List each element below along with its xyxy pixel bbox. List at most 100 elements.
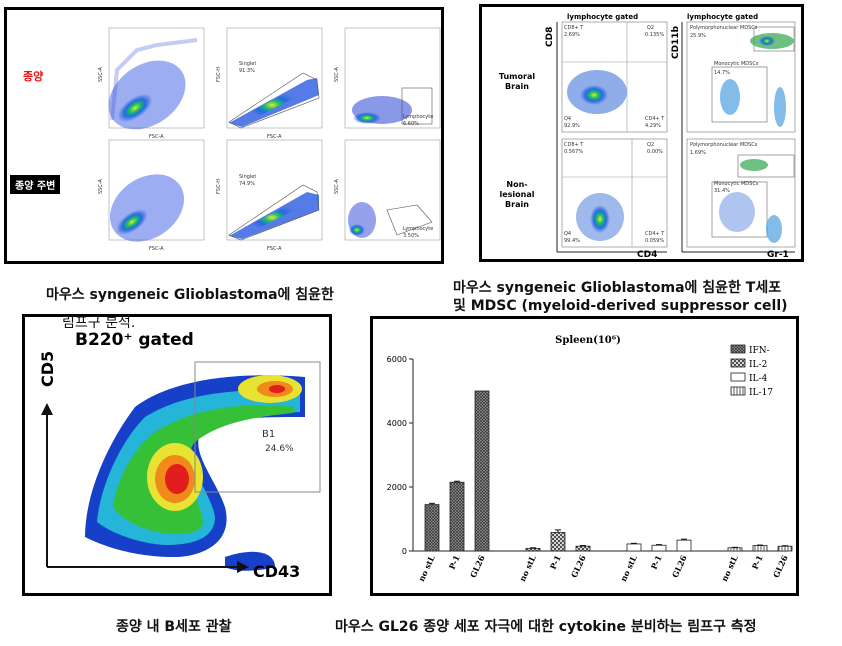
row2-label-a: Non- bbox=[506, 180, 527, 189]
bcell-title: B220⁺ gated bbox=[75, 330, 194, 350]
bar-il-17-2 bbox=[777, 545, 793, 552]
x-tick-label: P-1 bbox=[750, 554, 765, 571]
bar-ifn--2 bbox=[474, 390, 490, 552]
legend-label: IL-4 bbox=[749, 374, 768, 384]
q-br-name-2: CD4+ T bbox=[645, 231, 665, 237]
b1-gate-label: B1 bbox=[262, 429, 275, 440]
y-axis-cd11b: CD11b bbox=[671, 25, 681, 59]
q-bl-val-1: 92.9% bbox=[564, 123, 580, 129]
x-tick-label: no stL bbox=[416, 553, 437, 583]
x-axis-cd4: CD4 bbox=[637, 250, 657, 259]
xaxis-label-2a: FSC-A bbox=[149, 246, 164, 252]
q-bl-val-2: 99.4% bbox=[564, 238, 580, 244]
poly-name-1: Polymorphonuclear MDSCs bbox=[690, 25, 758, 31]
b1-gate-pct: 24.6% bbox=[265, 444, 294, 454]
mono-name-2: Monocytic MDSCs bbox=[714, 181, 759, 187]
x-axis-gr1: Gr-1 bbox=[767, 250, 789, 259]
q-tl-val-1: 2.69% bbox=[564, 32, 580, 38]
title-left: lymphocyte gated bbox=[567, 13, 638, 21]
poly-val-1: 25.9% bbox=[690, 33, 706, 39]
yaxis-label-2c: SSC-A bbox=[334, 178, 340, 194]
lymph-gate-label-1: Lymphocyte bbox=[403, 114, 433, 120]
mono-val-1: 14.7% bbox=[714, 70, 730, 76]
x-tick-label: P-1 bbox=[447, 554, 462, 571]
plot-fsc-ssc-1 bbox=[108, 27, 205, 130]
yaxis-label-2b: FSC-H bbox=[216, 179, 222, 194]
y-tick-label: 2000 bbox=[387, 483, 407, 492]
bar-il-4-1 bbox=[651, 544, 667, 552]
x-tick-label: no stL bbox=[719, 553, 740, 583]
q-tl-val-2: 0.567% bbox=[564, 149, 583, 155]
caption-bcell: 종양 내 B세포 관찰 bbox=[116, 619, 232, 635]
q-tr-name-2: Q2 bbox=[647, 142, 654, 148]
yaxis-label-2a: SSC-A bbox=[98, 178, 104, 194]
row1-label-b: Brain bbox=[505, 82, 529, 91]
q-tr-val-1: 0.135% bbox=[645, 32, 664, 38]
x-tick-label: P-1 bbox=[649, 554, 664, 571]
xaxis-label-1b: FSC-A bbox=[267, 134, 282, 140]
xaxis-label-1a: FSC-A bbox=[149, 134, 164, 140]
bar-ifn--1 bbox=[449, 481, 465, 552]
bar-il-2-1 bbox=[550, 532, 566, 552]
x-tick-label: P-1 bbox=[548, 554, 563, 571]
bar-il-4-0 bbox=[626, 543, 642, 552]
caption-tcell-1: 마우스 syngeneic Glioblastoma에 침윤한 T세포 bbox=[453, 280, 782, 296]
plot-lymph-2: Lymphocyte 3.50% bbox=[344, 139, 441, 241]
bar-ifn--0 bbox=[424, 504, 440, 552]
tcell-mdsc-panel: lymphocyte gated lymphocyte gated Tumora… bbox=[479, 4, 804, 262]
yaxis-label-1c: SSC-A bbox=[334, 66, 340, 82]
poly-val-2: 1.69% bbox=[690, 150, 706, 156]
cd11b-gr1-plot-tumor: Polymorphonuclear MDSCs 25.9% Monocytic … bbox=[686, 21, 796, 133]
bar-il-17-1 bbox=[752, 545, 768, 552]
singlet-gate-pct-1: 91.3% bbox=[239, 68, 255, 74]
legend-label: IFN- bbox=[749, 346, 770, 356]
lymph-gate-label-2: Lymphocyte bbox=[403, 226, 433, 232]
x-tick-label: GL26 bbox=[670, 553, 689, 579]
caption-flow: 마우스 syngeneic Glioblastoma에 침윤한 bbox=[46, 287, 334, 303]
y-axis-cd5: CD5 bbox=[38, 351, 57, 387]
row-label-peritumor: 종양 주변 bbox=[10, 175, 61, 194]
title-right: lymphocyte gated bbox=[687, 13, 758, 21]
singlet-gate-label-2: Singlet bbox=[239, 174, 256, 180]
plot-singlet-2: Singlet 74.9% bbox=[226, 139, 323, 241]
row2-label-b: lesional bbox=[499, 190, 534, 199]
y-tick-label: 4000 bbox=[387, 419, 407, 428]
q-br-val-1: 4.29% bbox=[645, 123, 661, 129]
x-tick-label: GL26 bbox=[569, 553, 588, 579]
cytokine-chart-panel: Spleen(10⁶) 6000 4000 2000 0 no stL P-1 GL26 n… bbox=[370, 316, 799, 596]
plot-fsc-ssc-2 bbox=[108, 139, 205, 242]
q-bl-name-1: Q4 bbox=[564, 116, 571, 122]
lymph-gate-pct-1: 6.60% bbox=[403, 121, 419, 127]
legend-swatch-il-17 bbox=[730, 386, 746, 396]
row1-label-a: Tumoral bbox=[499, 72, 535, 81]
y-tick-label: 6000 bbox=[387, 355, 407, 364]
poly-name-2: Polymorphonuclear MDSCs bbox=[690, 142, 758, 148]
bar-il-17-0 bbox=[727, 547, 743, 552]
legend-swatch-ifn- bbox=[730, 344, 746, 354]
x-tick-label: no stL bbox=[517, 553, 538, 583]
legend-swatch-il-4 bbox=[730, 372, 746, 382]
q-tr-name-1: Q2 bbox=[647, 25, 654, 31]
plot-lymph-1: Lymphocyte 6.60% bbox=[344, 27, 441, 129]
mono-name-1: Monocytic MDSCs bbox=[714, 61, 759, 67]
bcell-panel: B220⁺ gated B1 24.6% CD5 CD43 bbox=[22, 314, 332, 596]
chart-title: Spleen(10⁶) bbox=[555, 335, 621, 346]
legend-swatch-il-2 bbox=[730, 358, 746, 368]
q-br-name-1: CD4+ T bbox=[645, 116, 665, 122]
x-tick-label: no stL bbox=[618, 553, 639, 583]
q-tl-name-2: CD8+ T bbox=[564, 142, 584, 148]
flow-cytometry-panel: 종양 종양 주변 Singlet 91.3% Lymphocyte 6.60% bbox=[4, 7, 444, 264]
row-label-tumor: 종양 bbox=[23, 70, 44, 83]
caption-tcell-2: 및 MDSC (myeloid-derived suppressor cell) bbox=[453, 298, 788, 314]
row2-label-c: Brain bbox=[505, 200, 529, 209]
y-axis-cd8: CD8 bbox=[545, 27, 555, 47]
q-tr-val-2: 0.00% bbox=[647, 149, 663, 155]
q-br-val-2: 0.059% bbox=[645, 238, 664, 244]
xaxis-label-2b: FSC-A bbox=[267, 246, 282, 252]
bar-il-2-0 bbox=[525, 548, 541, 552]
x-tick-label: GL26 bbox=[771, 553, 790, 579]
cd8-cd4-plot-tumor: CD8+ T 2.69% Q2 0.135% CD4+ T 4.29% Q4 9… bbox=[561, 21, 668, 133]
singlet-gate-pct-2: 74.9% bbox=[239, 181, 255, 187]
bar-il-2-2 bbox=[575, 545, 591, 552]
mono-val-2: 31.4% bbox=[714, 188, 730, 194]
